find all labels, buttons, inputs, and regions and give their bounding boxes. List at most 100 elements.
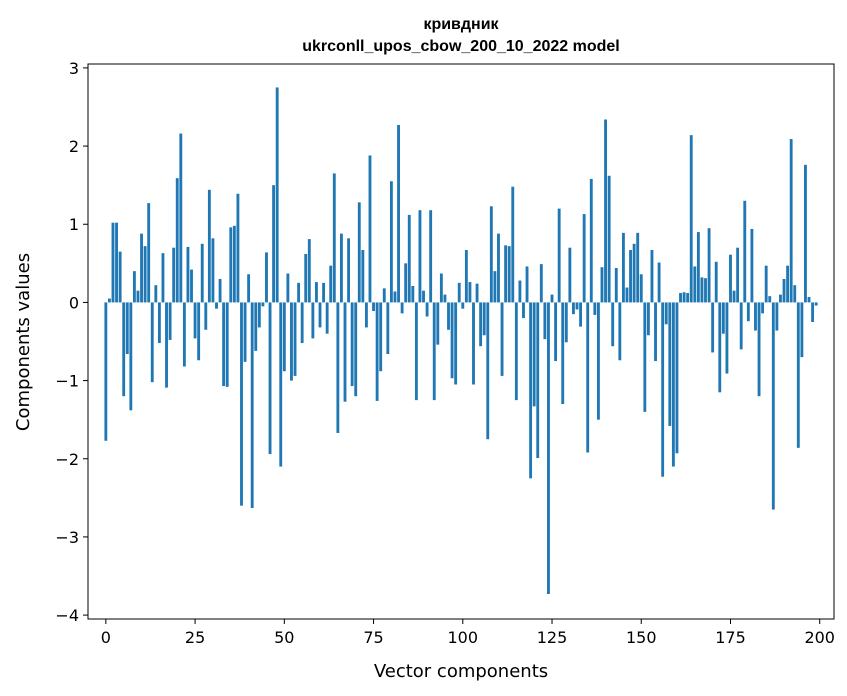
bar bbox=[636, 232, 640, 303]
bar bbox=[529, 302, 533, 479]
bar bbox=[596, 302, 600, 420]
bar bbox=[489, 206, 493, 303]
bar bbox=[229, 227, 233, 303]
bar bbox=[325, 302, 329, 334]
x-tick-label: 125 bbox=[537, 628, 568, 647]
plot-frame bbox=[87, 63, 835, 620]
bar bbox=[136, 290, 140, 303]
bar bbox=[211, 238, 215, 303]
bar bbox=[286, 273, 290, 303]
x-tick-label: 100 bbox=[448, 628, 479, 647]
y-tick-label: −3 bbox=[55, 528, 79, 547]
bar bbox=[547, 302, 550, 594]
bar bbox=[539, 264, 543, 303]
bar bbox=[375, 302, 379, 401]
bar bbox=[461, 302, 465, 309]
bar bbox=[404, 263, 408, 303]
bar bbox=[721, 302, 725, 334]
bar bbox=[497, 233, 500, 303]
bar bbox=[693, 266, 697, 303]
bar bbox=[668, 302, 672, 426]
bar bbox=[504, 245, 508, 303]
bar bbox=[711, 302, 715, 353]
bar bbox=[618, 302, 622, 361]
bar bbox=[814, 302, 818, 306]
bar bbox=[372, 302, 375, 312]
bar bbox=[707, 228, 711, 303]
bar bbox=[718, 302, 722, 393]
bar bbox=[250, 302, 254, 508]
bar bbox=[157, 302, 161, 344]
bar bbox=[204, 302, 208, 330]
bar bbox=[786, 265, 790, 303]
bar bbox=[725, 302, 729, 374]
y-tick-label: 0 bbox=[69, 293, 79, 312]
bar bbox=[389, 181, 393, 303]
bar bbox=[104, 302, 108, 441]
bar bbox=[589, 178, 593, 303]
bar bbox=[186, 246, 190, 303]
bar bbox=[143, 246, 147, 303]
bar bbox=[218, 278, 222, 303]
x-tick-label: 175 bbox=[715, 628, 746, 647]
bar bbox=[804, 164, 807, 303]
bar bbox=[315, 282, 318, 303]
bar bbox=[607, 175, 611, 303]
bar bbox=[329, 265, 333, 303]
bar bbox=[739, 302, 743, 350]
bar bbox=[232, 225, 236, 303]
bar bbox=[225, 302, 229, 387]
bar bbox=[436, 302, 440, 345]
bar bbox=[536, 302, 540, 458]
y-tick-label: 1 bbox=[69, 215, 79, 234]
bar bbox=[179, 133, 183, 303]
bar bbox=[340, 233, 343, 303]
bar bbox=[679, 293, 682, 303]
bar bbox=[543, 302, 547, 340]
bar bbox=[561, 302, 565, 405]
bar bbox=[775, 302, 779, 331]
bar bbox=[125, 302, 129, 355]
bar bbox=[290, 302, 293, 381]
bar bbox=[386, 302, 390, 355]
bar bbox=[407, 214, 411, 303]
bar bbox=[614, 268, 618, 303]
bar bbox=[311, 302, 315, 339]
bar bbox=[600, 267, 604, 303]
bar bbox=[243, 302, 247, 362]
bar bbox=[247, 274, 251, 303]
bar bbox=[418, 210, 422, 303]
bar bbox=[696, 232, 700, 303]
bar bbox=[318, 302, 322, 328]
bar bbox=[796, 302, 800, 448]
bar bbox=[443, 294, 447, 303]
bar bbox=[472, 302, 475, 385]
bar bbox=[761, 302, 765, 314]
bar bbox=[354, 302, 358, 397]
bar bbox=[393, 291, 397, 303]
bar bbox=[236, 193, 240, 303]
bar bbox=[532, 302, 536, 407]
bar bbox=[140, 233, 143, 303]
y-tick-label: 3 bbox=[69, 59, 79, 78]
bar bbox=[304, 253, 308, 303]
bar bbox=[364, 302, 368, 328]
bar bbox=[518, 280, 522, 303]
bar bbox=[190, 269, 193, 303]
bar bbox=[111, 222, 115, 303]
bar bbox=[482, 302, 486, 336]
bar bbox=[332, 173, 336, 303]
bar bbox=[511, 186, 515, 303]
bar bbox=[132, 271, 136, 303]
bar bbox=[322, 282, 326, 303]
bar bbox=[197, 302, 201, 361]
bar bbox=[293, 302, 297, 376]
bar bbox=[464, 250, 468, 303]
bar bbox=[611, 302, 615, 347]
bar bbox=[682, 292, 686, 303]
bar bbox=[115, 222, 118, 303]
x-tick-label: 75 bbox=[363, 628, 383, 647]
bar bbox=[646, 302, 650, 336]
bar bbox=[654, 302, 657, 362]
